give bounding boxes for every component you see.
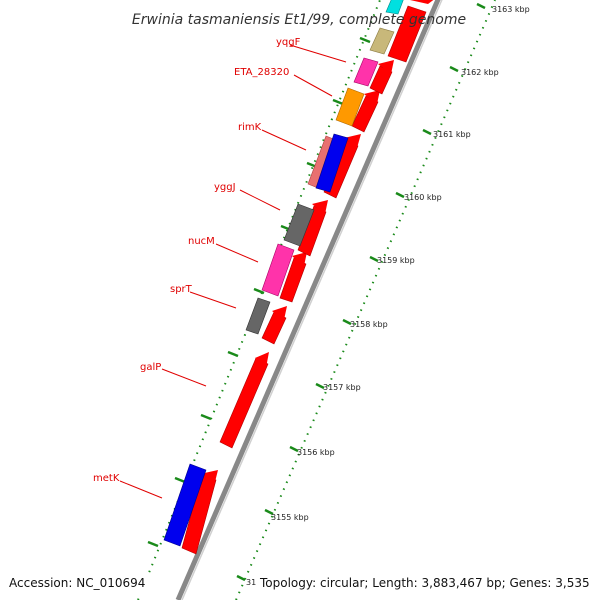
gene-labels: yqgF ETA_28320 rimK yggJ nucM sprT galP …: [93, 37, 301, 484]
gene-arrow-rimK-head[interactable]: [344, 134, 361, 148]
topology-text: Topology: circular; Length: 3,883,467 bp…: [259, 576, 590, 590]
gene-block-metK[interactable]: [163, 463, 207, 547]
gene-block-cyan[interactable]: [385, 0, 404, 15]
forward-genes: [181, 0, 440, 555]
gene-arrow-yqgF-head[interactable]: [378, 60, 394, 74]
backbone: [175, 0, 443, 600]
kbp-label-3159: 3159 kbp: [377, 256, 415, 265]
gene-arrow-ETA28320-head[interactable]: [364, 90, 380, 104]
gene-arrow-top[interactable]: [387, 5, 427, 63]
gene-block-ETA28320[interactable]: [335, 87, 365, 127]
gene-block-sprT[interactable]: [245, 297, 271, 335]
kbp-labels: 3163 kbp 3162 kbp 3161 kbp 3160 kbp 3159…: [246, 5, 530, 587]
map-title: Erwinia tasmaniensis Et1/99, complete ge…: [132, 12, 466, 28]
gene-arrow-sprT-head[interactable]: [272, 306, 287, 320]
gene-arrow-galP[interactable]: [219, 357, 269, 449]
right-major-ticks: [236, 2, 486, 582]
topology-backdrop: [258, 570, 600, 594]
gene-block-nucM[interactable]: [261, 243, 295, 297]
accession-backdrop: [0, 570, 148, 594]
gene-arrow-sprT[interactable]: [261, 311, 287, 345]
kbp-label-3160: 3160 kbp: [404, 193, 442, 202]
gene-arrow-yggJ-head[interactable]: [312, 200, 328, 214]
gene-block-yqgF[interactable]: [353, 57, 379, 87]
kbp-label-3158: 3158 kbp: [350, 320, 388, 329]
kbp-label-clipped: 31: [246, 578, 256, 587]
gene-block-yggJ[interactable]: [283, 203, 315, 247]
gene-label-yqgF[interactable]: yqgF: [276, 37, 301, 48]
accession-text: Accession: NC_010694: [9, 576, 145, 590]
gene-label-metK[interactable]: metK: [93, 473, 120, 484]
label-leader-lines: [119, 44, 347, 499]
kbp-label-3161: 3161 kbp: [433, 130, 471, 139]
gene-block-khaki[interactable]: [369, 27, 395, 55]
gene-arrow-nucM-head[interactable]: [292, 252, 307, 266]
inner-lane-genes: [163, 0, 404, 547]
gene-label-ETA28320[interactable]: ETA_28320: [234, 67, 289, 78]
gene-arrow-ETA28320[interactable]: [351, 95, 379, 133]
right-tick-track: [235, 0, 496, 600]
gene-arrow-galP-head[interactable]: [255, 352, 269, 368]
gene-block-rimK-blue[interactable]: [315, 133, 349, 193]
kbp-label-3162: 3162 kbp: [461, 68, 499, 77]
gene-label-yggJ[interactable]: yggJ: [214, 182, 236, 193]
kbp-label-3163: 3163 kbp: [492, 5, 530, 14]
kbp-label-3157: 3157 kbp: [323, 383, 361, 392]
kbp-label-3155: 3155 kbp: [271, 513, 309, 522]
gene-arrow-yqgF[interactable]: [369, 65, 393, 95]
gene-label-galP[interactable]: galP: [140, 362, 161, 373]
gene-label-nucM[interactable]: nucM: [188, 236, 215, 247]
kbp-label-3156: 3156 kbp: [297, 448, 335, 457]
gene-label-rimK[interactable]: rimK: [238, 122, 262, 133]
gene-arrow-nucM[interactable]: [279, 257, 307, 303]
gene-label-sprT[interactable]: sprT: [170, 284, 193, 295]
gene-arrow-top-2[interactable]: [410, 0, 440, 4]
